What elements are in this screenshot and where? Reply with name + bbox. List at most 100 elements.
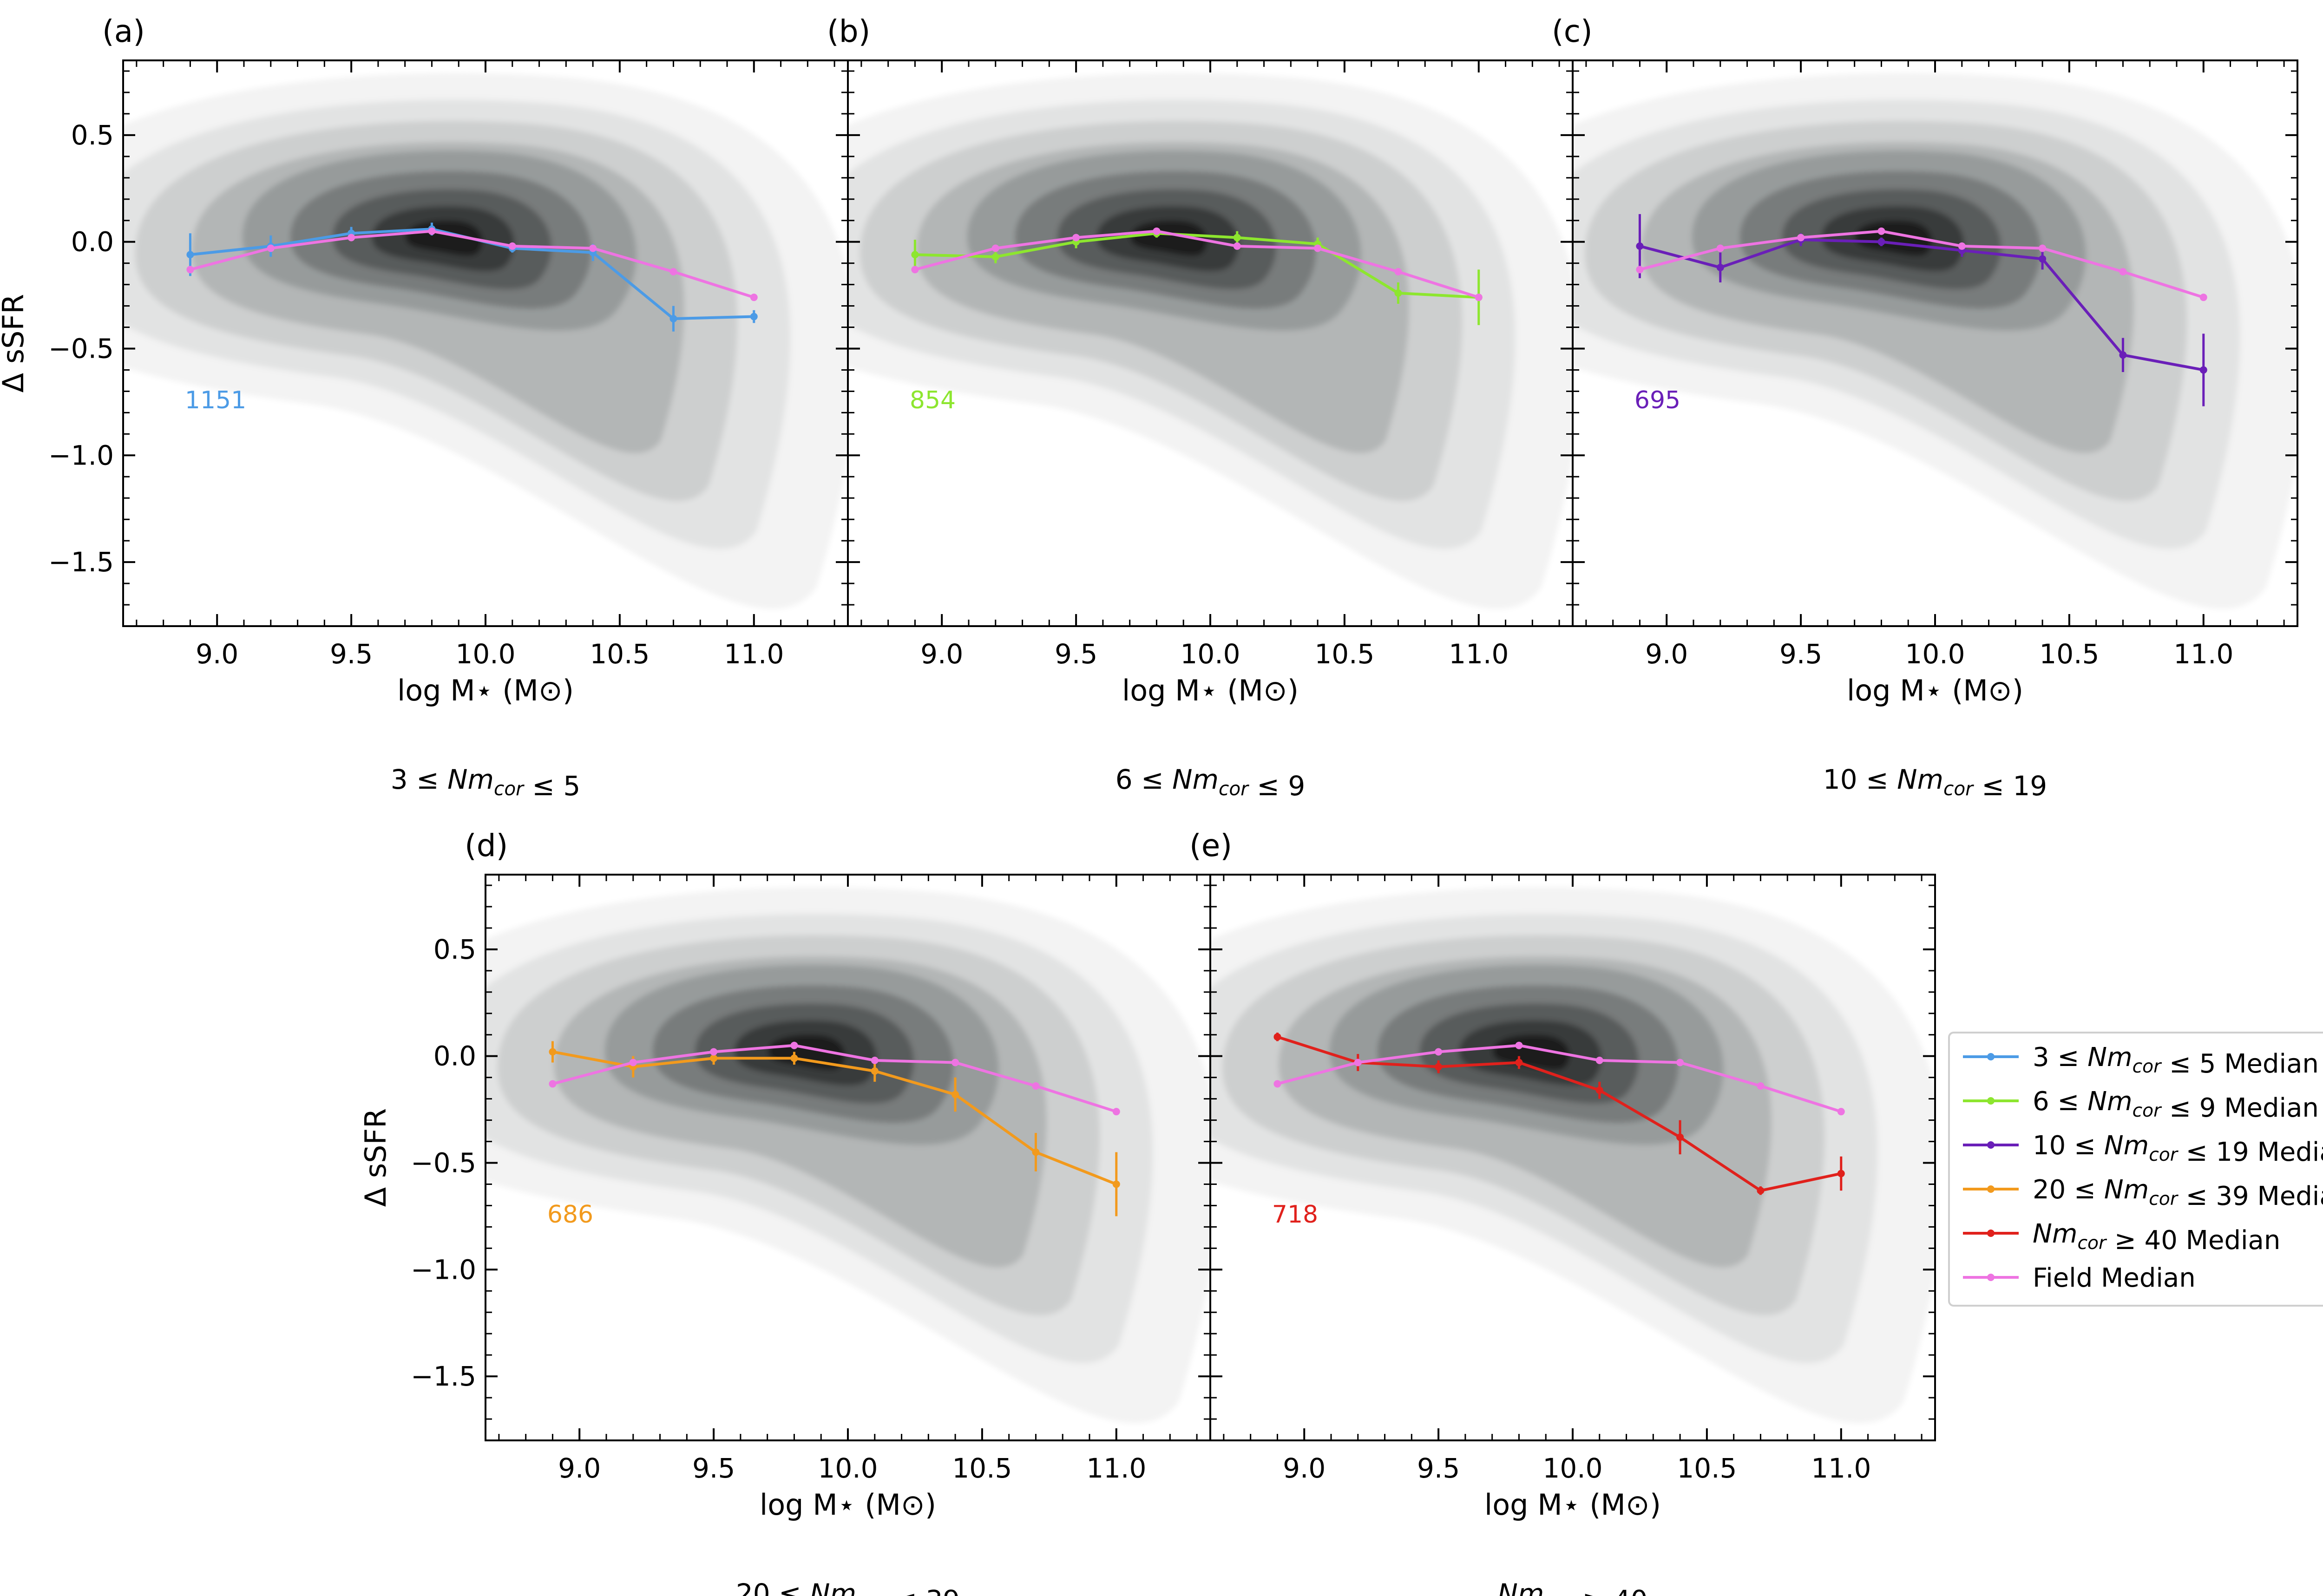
panel-label: (d) bbox=[465, 828, 508, 863]
median-line bbox=[915, 232, 1479, 299]
median-point bbox=[1676, 1133, 1684, 1141]
legend-swatch-marker bbox=[1987, 1230, 1995, 1237]
median-point bbox=[1112, 1108, 1120, 1116]
x-tick-label: 10.5 bbox=[2039, 638, 2099, 670]
median-line bbox=[1277, 1035, 1842, 1192]
sample-count: 718 bbox=[1272, 1201, 1318, 1229]
x-tick-label: 9.5 bbox=[1417, 1452, 1460, 1484]
x-tick-label: 10.5 bbox=[1677, 1452, 1737, 1484]
median-point bbox=[1797, 234, 1805, 242]
median-point bbox=[1032, 1148, 1040, 1156]
x-axis-label: log M⋆ (M⊙) bbox=[1122, 674, 1299, 707]
median-point bbox=[1515, 1041, 1523, 1049]
median-point bbox=[1273, 1033, 1281, 1041]
y-tick-label: −1.0 bbox=[48, 439, 114, 471]
density-contours bbox=[1573, 73, 2297, 609]
median-point bbox=[1435, 1048, 1443, 1056]
x-axis-label: log M⋆ (M⊙) bbox=[1484, 1488, 1661, 1522]
median-point bbox=[2199, 366, 2207, 374]
median-point bbox=[1877, 238, 1885, 246]
median-point bbox=[710, 1054, 718, 1062]
contour-level-9 bbox=[768, 1035, 845, 1070]
median-point bbox=[669, 315, 677, 323]
median-point bbox=[1233, 234, 1241, 242]
contour-level-9 bbox=[1130, 221, 1207, 256]
x-tick-label: 9.5 bbox=[330, 638, 373, 670]
contour-level-9 bbox=[1493, 1035, 1570, 1070]
x-tick-label: 9.0 bbox=[558, 1452, 601, 1484]
median-point bbox=[1595, 1086, 1603, 1094]
median-line bbox=[1639, 238, 2204, 372]
panel-1: 9.0 9.5 10.0 10.5 11.0 0.5 0.0 −0.5 −1.0 −1.5 log … bbox=[0, 13, 849, 802]
density-contours bbox=[486, 887, 1210, 1423]
median-point bbox=[790, 1054, 798, 1062]
density-contours bbox=[1210, 887, 1935, 1423]
density-contours bbox=[848, 73, 1573, 609]
sample-count: 695 bbox=[1634, 386, 1680, 414]
panel-4: 9.0 9.5 10.0 10.5 11.0 0.5 0.0 −0.5 −1.0 −1.5 log … bbox=[359, 828, 1211, 1596]
median-point bbox=[750, 294, 758, 301]
median-line bbox=[1639, 229, 2204, 299]
legend-entry-label: 10 ≤ Nmcor ≤ 19 Median bbox=[2033, 1131, 2323, 1167]
median-point bbox=[1032, 1082, 1040, 1090]
median-point bbox=[1877, 227, 1885, 235]
median-point bbox=[1273, 1080, 1281, 1088]
x-tick-label: 10.0 bbox=[818, 1452, 878, 1484]
legend-entry-label: 3 ≤ Nmcor ≤ 5 Median bbox=[2033, 1042, 2319, 1079]
series-field-median bbox=[1636, 227, 2207, 301]
panel-label: (a) bbox=[102, 13, 145, 49]
median-point bbox=[1354, 1059, 1362, 1066]
legend-entry-label: 6 ≤ Nmcor ≤ 9 Median bbox=[2033, 1086, 2319, 1123]
x-axis-label: log M⋆ (M⊙) bbox=[760, 1488, 936, 1522]
legend-swatch-marker bbox=[1987, 1185, 1995, 1193]
median-point bbox=[1394, 289, 1402, 297]
median-point bbox=[267, 244, 275, 252]
x-axis-label: log M⋆ (M⊙) bbox=[1847, 674, 2023, 707]
x-tick-label: 10.0 bbox=[1905, 638, 1965, 670]
x-axis-label: log M⋆ (M⊙) bbox=[397, 674, 574, 707]
y-axis-label: Δ sSFR bbox=[0, 294, 30, 393]
median-line bbox=[552, 1050, 1117, 1186]
sample-count: 854 bbox=[910, 386, 956, 414]
median-point bbox=[1153, 227, 1161, 235]
legend-swatch-marker bbox=[1987, 1097, 1995, 1105]
median-point bbox=[1233, 242, 1241, 250]
median-point bbox=[1958, 242, 1966, 250]
median-point bbox=[2199, 294, 2207, 301]
x-tick-label: 10.0 bbox=[455, 638, 515, 670]
median-point bbox=[1595, 1056, 1603, 1064]
series-field-median bbox=[186, 227, 758, 301]
median-point bbox=[2039, 244, 2047, 252]
series-field-median bbox=[1273, 1041, 1845, 1116]
median-line bbox=[552, 1044, 1117, 1113]
median-point bbox=[669, 268, 677, 276]
y-tick-label: −0.5 bbox=[48, 333, 114, 364]
panel-caption: 6 ≤ Nmcor ≤ 9 bbox=[1116, 764, 1305, 802]
median-point bbox=[589, 244, 597, 252]
median-point bbox=[348, 234, 355, 242]
x-tick-label: 9.5 bbox=[1055, 638, 1097, 670]
median-point bbox=[1757, 1187, 1765, 1195]
median-point bbox=[871, 1056, 879, 1064]
x-tick-label: 10.0 bbox=[1180, 638, 1240, 670]
x-tick-label: 9.0 bbox=[920, 638, 963, 670]
median-point bbox=[186, 266, 194, 274]
panel-5: 9.0 9.5 10.0 10.5 11.0 log M⋆ (M⊙) (e) 718 Nmcor… bbox=[1189, 828, 1936, 1596]
median-point bbox=[1676, 1059, 1684, 1066]
median-point bbox=[1837, 1170, 1845, 1177]
legend-entry-label: 20 ≤ Nmcor ≤ 39 Median bbox=[2033, 1175, 2323, 1211]
panel-caption: 3 ≤ Nmcor ≤ 5 bbox=[391, 764, 580, 802]
x-tick-label: 9.0 bbox=[1645, 638, 1688, 670]
panel-caption: 10 ≤ Nmcor ≤ 19 bbox=[1823, 764, 2047, 802]
x-tick-label: 10.5 bbox=[1314, 638, 1374, 670]
y-axis-label: Δ sSFR bbox=[359, 1108, 393, 1207]
median-point bbox=[952, 1091, 959, 1099]
legend: 3 ≤ Nmcor ≤ 5 Median 6 ≤ Nmcor ≤ 9 Median… bbox=[1948, 1032, 2323, 1307]
median-point bbox=[2039, 255, 2047, 263]
legend-box bbox=[1948, 1032, 2323, 1307]
legend-swatch-marker bbox=[1987, 1053, 1995, 1060]
y-tick-label: 0.0 bbox=[433, 1040, 476, 1072]
median-point bbox=[991, 253, 999, 261]
median-line bbox=[190, 229, 755, 299]
median-point bbox=[750, 313, 758, 321]
